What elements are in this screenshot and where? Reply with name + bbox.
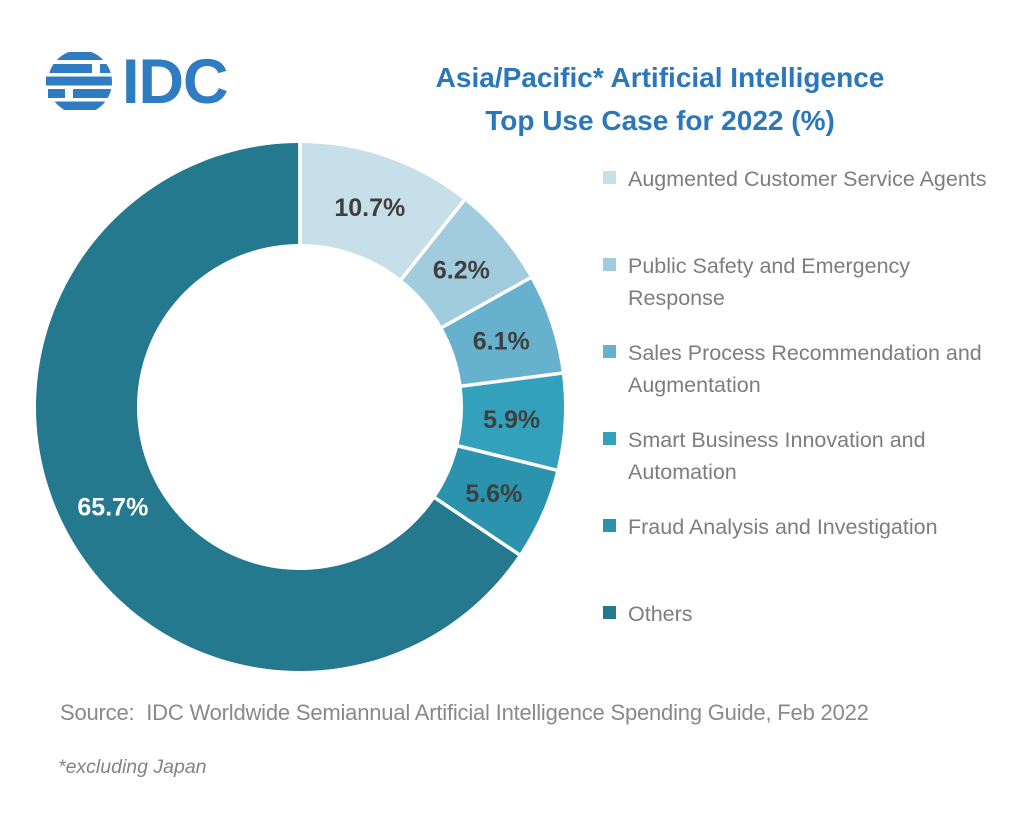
donut-slice [35, 143, 519, 671]
chart-title-line2: Top Use Case for 2022 (%) [485, 105, 835, 136]
legend-swatch-icon [603, 606, 616, 619]
legend-item: Public Safety and Emergency Response [603, 250, 1006, 314]
idc-globe-icon [46, 52, 112, 110]
slice-percent-label: 6.1% [473, 327, 530, 355]
legend-item: Smart Business Innovation and Automation [603, 424, 1006, 488]
legend-item-label: Public Safety and Emergency Response [628, 254, 911, 310]
legend-swatch-icon [603, 258, 616, 271]
legend-swatch-icon [603, 171, 616, 184]
slice-percent-label: 5.9% [483, 406, 540, 434]
legend-item-label: Fraud Analysis and Investigation [628, 515, 938, 539]
legend-swatch-icon [603, 345, 616, 358]
legend-swatch-icon [603, 519, 616, 532]
chart-legend: Augmented Customer Service Agents Public … [603, 163, 1008, 683]
legend-item: Augmented Customer Service Agents [603, 163, 1006, 195]
legend-item: Fraud Analysis and Investigation [603, 511, 1006, 543]
legend-item: Others [603, 598, 1006, 630]
slice-separator [458, 371, 566, 389]
legend-item-label: Smart Business Innovation and Automation [628, 428, 926, 484]
donut-slice [458, 373, 564, 471]
slice-separator [438, 274, 534, 331]
legend-item-label: Augmented Customer Service Agents [628, 167, 987, 191]
chart-title: Asia/Pacific* Artificial Intelligence To… [320, 56, 1000, 142]
slice-separator [431, 494, 523, 558]
legend-swatch-icon [603, 432, 616, 445]
footnote-text: *excluding Japan [58, 756, 207, 778]
slice-percent-label: 10.7% [334, 194, 405, 222]
slice-separator [398, 196, 468, 283]
legend-item: Sales Process Recommendation and Augment… [603, 337, 1006, 401]
donut-slice [442, 277, 562, 387]
donut-slice [435, 445, 557, 555]
slice-separator [454, 443, 560, 473]
slice-percent-label: 65.7% [77, 494, 148, 522]
chart-title-line1: Asia/Pacific* Artificial Intelligence [435, 62, 885, 93]
source-text: Source: IDC Worldwide Semiannual Artific… [60, 700, 869, 725]
donut-chart: 10.7% 6.2% 6.1% 5.9% 5.6% 65.7% [10, 117, 590, 697]
donut-slice [300, 143, 465, 280]
slice-percent-label: 5.6% [465, 480, 522, 508]
idc-logo: IDC [46, 48, 228, 116]
legend-item-label: Sales Process Recommendation and Augment… [628, 341, 982, 397]
legend-item-label: Others [628, 602, 693, 626]
idc-logo-text: IDC [122, 47, 228, 117]
slice-percent-label: 6.2% [433, 257, 490, 285]
